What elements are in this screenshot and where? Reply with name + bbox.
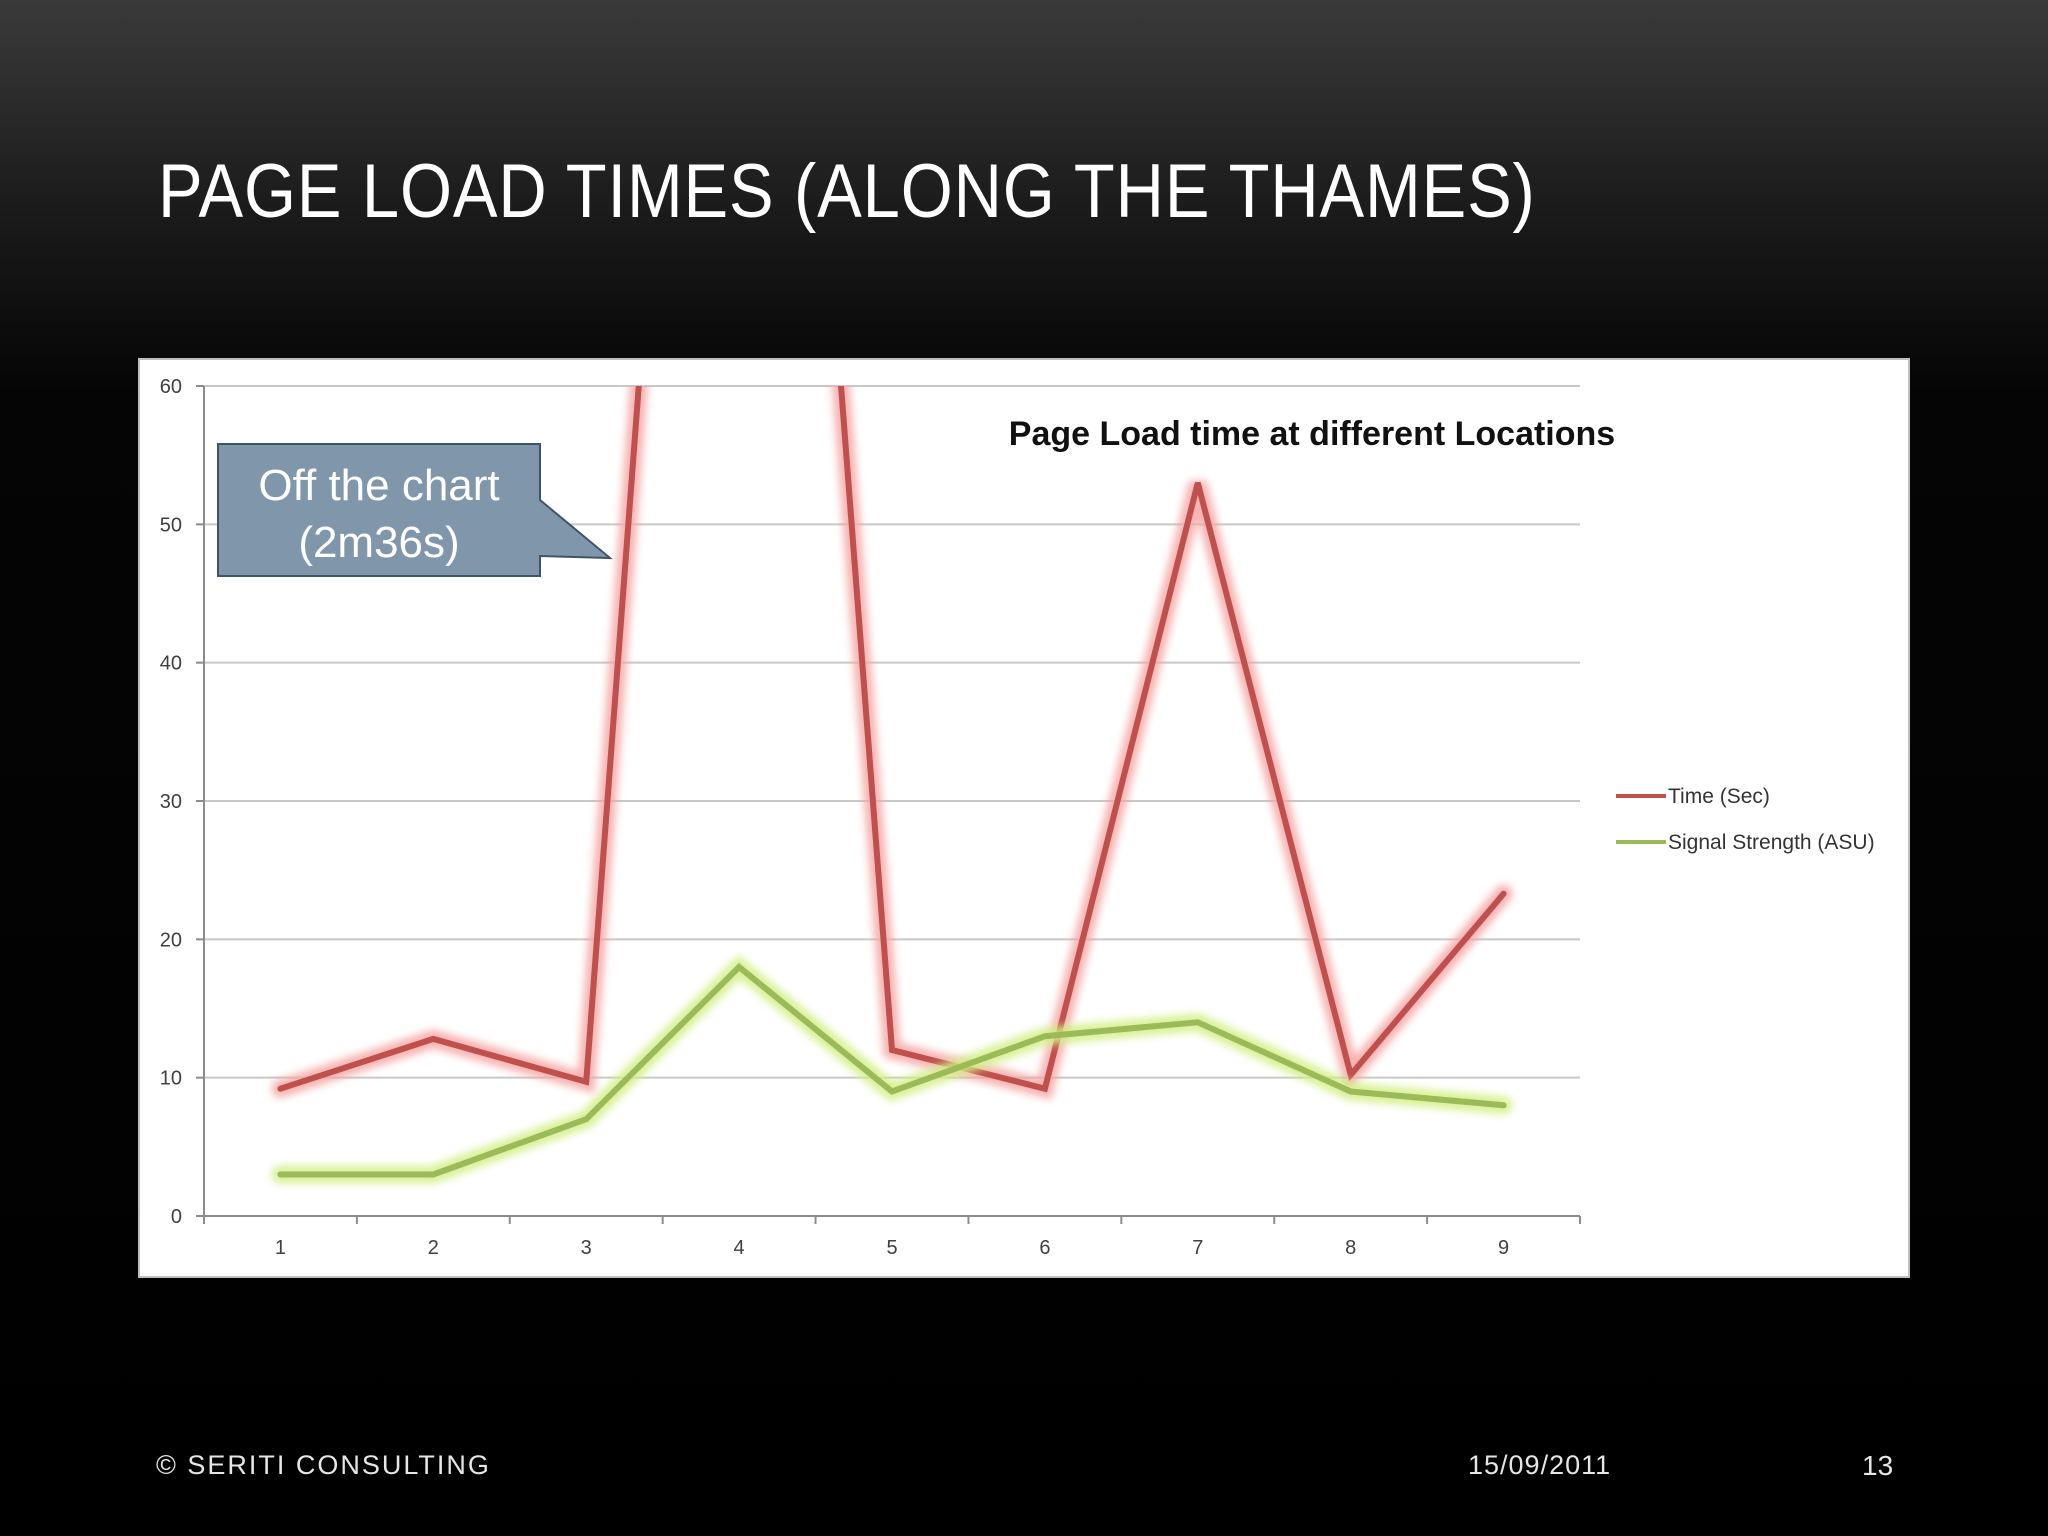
footer-copyright: © SERITI CONSULTING xyxy=(156,1450,491,1480)
y-tick-label: 0 xyxy=(171,1206,182,1228)
slide-title: PAGE LOAD TIMES (ALONG THE THAMES) xyxy=(158,149,1536,234)
y-tick-label: 30 xyxy=(160,791,182,813)
series-lines xyxy=(271,386,1513,1184)
footer-date: 15/09/2011 xyxy=(1468,1450,1612,1480)
x-tick-label: 1 xyxy=(275,1237,286,1259)
y-tick-label: 20 xyxy=(160,929,182,951)
x-tick-label: 3 xyxy=(581,1237,592,1259)
footer-page-number: 13 xyxy=(1862,1450,1894,1481)
callout-shape xyxy=(217,443,613,577)
callout-line2: (2m36s) xyxy=(298,518,459,567)
x-tick-label: 7 xyxy=(1192,1237,1203,1259)
x-tick-label: 5 xyxy=(886,1237,897,1259)
y-tick-label: 10 xyxy=(160,1068,182,1090)
y-tick-label: 60 xyxy=(160,376,182,398)
x-tick-label: 6 xyxy=(1039,1237,1050,1259)
x-tick-label: 4 xyxy=(734,1237,745,1259)
line-chart: 0 10 20 30 40 50 60 1 2 3 4 5 6 7 8 9 Page Load time at… xyxy=(160,376,1875,1259)
x-tick-label: 2 xyxy=(428,1237,439,1259)
x-tick-label: 9 xyxy=(1498,1237,1509,1259)
x-tick-label: 8 xyxy=(1345,1237,1356,1259)
chart-title: Page Load time at different Locations xyxy=(1009,415,1615,453)
series-line xyxy=(277,386,1507,1093)
chart-panel: 0 10 20 30 40 50 60 1 2 3 4 5 6 7 8 9 Page Load time at… xyxy=(138,358,1910,1278)
callout-line1: Off the chart xyxy=(258,461,499,510)
legend-label: Time (Sec) xyxy=(1668,785,1770,808)
series-line xyxy=(277,962,1507,1178)
callout: Off the chart (2m36s) xyxy=(217,443,613,577)
y-tick-label: 50 xyxy=(160,514,182,536)
legend: Time (Sec) Signal Strength (ASU) xyxy=(1616,785,1875,854)
y-tick-label: 40 xyxy=(160,653,182,675)
axes: 0 10 20 30 40 50 60 1 2 3 4 5 6 7 8 9 xyxy=(160,376,1581,1259)
legend-label: Signal Strength (ASU) xyxy=(1668,831,1875,854)
